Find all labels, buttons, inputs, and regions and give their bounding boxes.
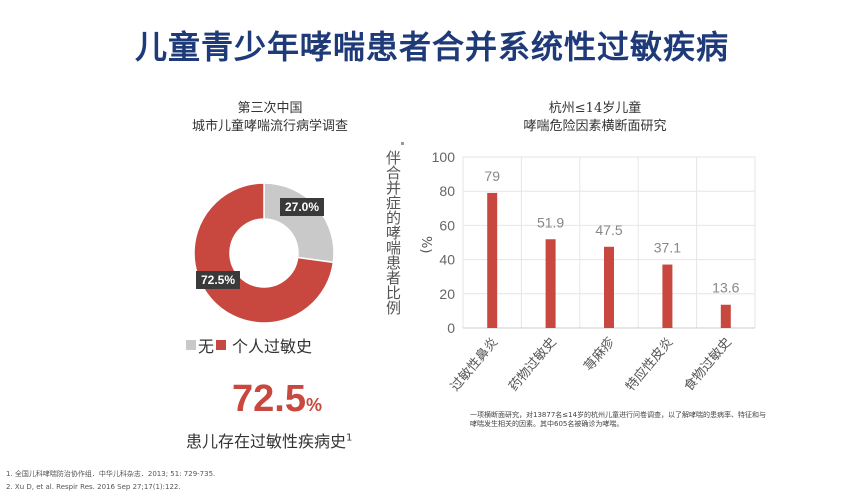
bar-y-tick: 40 bbox=[439, 252, 455, 268]
references: 1. 全国儿科哮喘防治协作组．中华儿科杂志．2013; 51: 729-735.… bbox=[6, 468, 215, 494]
legend-swatch-allergy bbox=[216, 340, 227, 350]
bar-y-axis-label: 伴合并症的哮喘患者比例 bbox=[384, 150, 402, 315]
bar-value-label: 79 bbox=[484, 168, 500, 184]
donut-label-allergy: 72.5% bbox=[196, 271, 241, 289]
bar-y-tick: 20 bbox=[439, 286, 455, 302]
bar-y-tick: 60 bbox=[439, 217, 455, 233]
highlight-caption-text: 患儿存在过敏性疾病史 bbox=[186, 432, 347, 451]
legend-label-none: 无 bbox=[198, 337, 215, 356]
bar bbox=[720, 304, 731, 328]
bar-y-tick: 80 bbox=[439, 183, 455, 199]
reference-2: 2. Xu D, et al. Respir Res. 2016 Sep 27;… bbox=[6, 483, 181, 491]
right-panel-header: 杭州≤14岁儿童 哮喘危险因素横断面研究 bbox=[495, 100, 695, 136]
left-header-line2: 城市儿童哮喘流行病学调查 bbox=[191, 119, 348, 134]
legend-label-allergy: 个人过敏史 bbox=[232, 337, 313, 356]
donut-label-none: 27.0% bbox=[280, 198, 325, 216]
bar bbox=[662, 264, 673, 328]
bar bbox=[487, 192, 498, 328]
right-header-line2: 哮喘危险因素横断面研究 bbox=[523, 119, 667, 134]
bar-value-label: 13.6 bbox=[712, 280, 739, 296]
bar-category-label: 食物过敏史 bbox=[681, 334, 735, 394]
highlight-caption: 患儿存在过敏性疾病史1 bbox=[186, 428, 352, 452]
bar-value-label: 51.9 bbox=[537, 214, 564, 230]
highlight-percentage: 72.5% bbox=[232, 378, 322, 421]
y-label-marker bbox=[401, 142, 404, 145]
left-header-line1: 第三次中国 bbox=[237, 101, 303, 116]
bar-category-label: 荨麻疹 bbox=[581, 334, 618, 374]
bar-value-label: 37.1 bbox=[654, 240, 681, 256]
bar-value-label: 47.5 bbox=[595, 222, 622, 238]
bar-category-label: 过敏性鼻炎 bbox=[447, 334, 501, 394]
donut-legend: 无 个人过敏史 bbox=[186, 333, 312, 357]
bar bbox=[604, 246, 614, 328]
slide-title: 儿童青少年哮喘患者合并系统性过敏疾病 bbox=[134, 28, 729, 66]
highlight-unit: % bbox=[305, 395, 322, 415]
left-panel-header: 第三次中国 城市儿童哮喘流行病学调查 bbox=[150, 100, 390, 136]
bar-y-axis-unit: %) bbox=[418, 236, 433, 254]
bar bbox=[545, 239, 556, 328]
right-header-line1: 杭州≤14岁儿童 bbox=[548, 101, 642, 116]
bar-y-tick: 100 bbox=[432, 149, 456, 165]
highlight-caption-ref: 1 bbox=[346, 432, 353, 444]
legend-swatch-none bbox=[186, 340, 196, 350]
bar-category-label: 药物过敏史 bbox=[506, 335, 559, 394]
reference-1: 1. 全国儿科哮喘防治协作组．中华儿科杂志．2013; 51: 729-735. bbox=[6, 470, 216, 478]
bar-y-tick: 0 bbox=[447, 320, 455, 336]
study-note: 一项横断面研究，对13877名≤14岁的杭州儿童进行问卷调查，以了解哮喘的患病率… bbox=[470, 411, 767, 428]
bar-category-label: 特应性皮炎 bbox=[622, 334, 676, 394]
highlight-value: 72.5 bbox=[232, 378, 306, 420]
